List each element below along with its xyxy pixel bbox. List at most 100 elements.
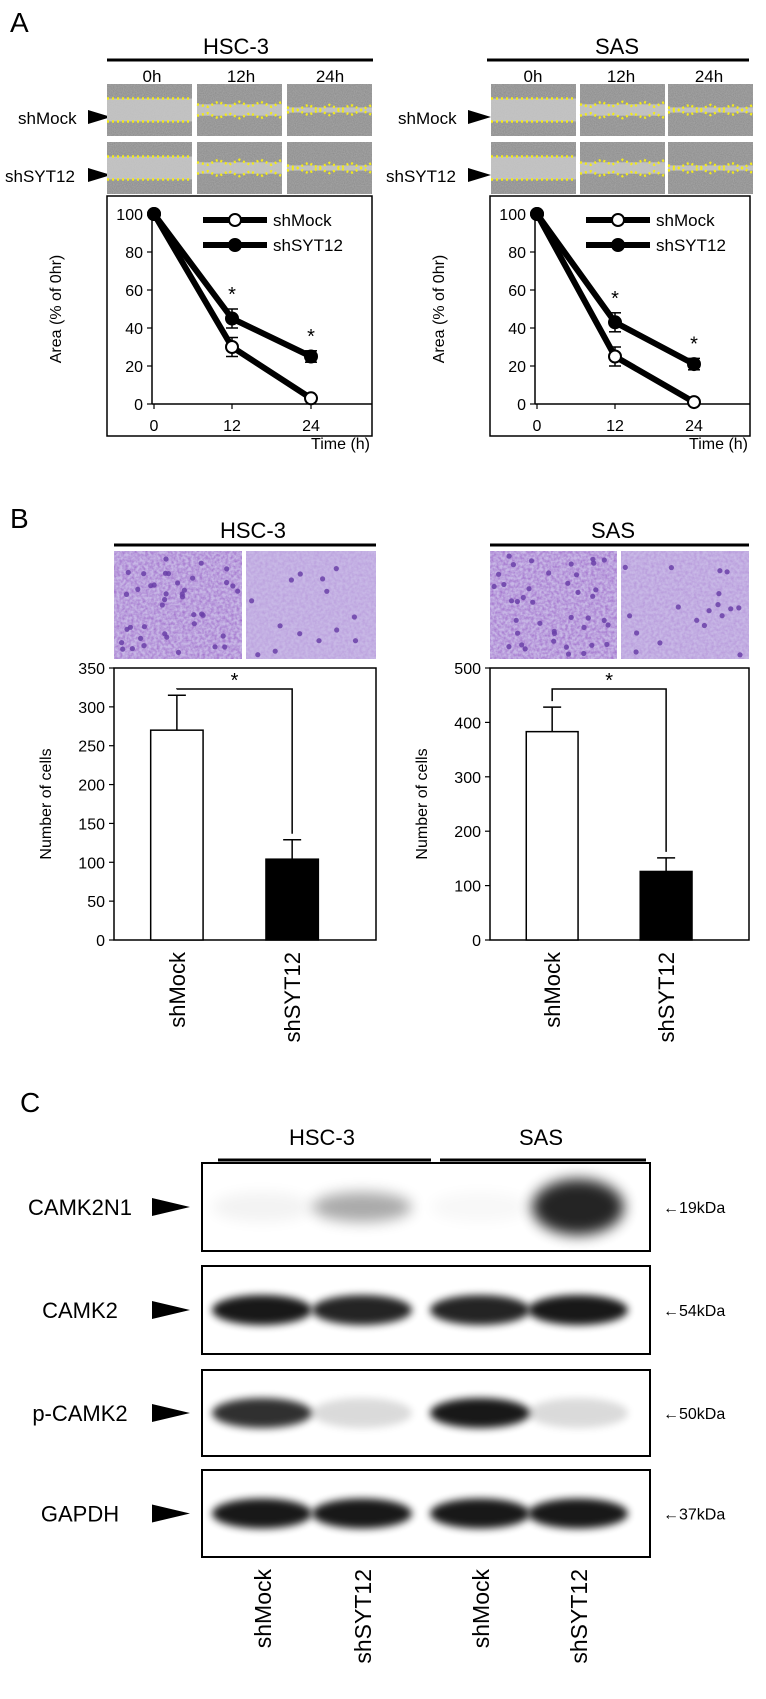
stained-cell <box>277 623 283 629</box>
stained-cell <box>593 587 599 593</box>
row-label-shmock-hsc3: shMock <box>18 109 77 128</box>
western-blot: CAMK2N1 ←19kDa CAMK2 ←54kDa p-CAMK2 ←50kDa GAP… <box>28 1162 725 1664</box>
arrowhead-icon <box>468 168 491 182</box>
stained-cell <box>508 598 515 604</box>
invasion-micrographs <box>114 551 749 659</box>
stained-cell <box>622 564 628 571</box>
tp-12h-hsc3: 12h <box>227 67 255 86</box>
significance-star: * <box>690 333 698 355</box>
scratch-gap <box>287 107 372 113</box>
stained-cell <box>135 586 141 593</box>
y-tick-label: 100 <box>499 207 526 224</box>
legend-marker <box>611 238 625 252</box>
scratch-gap <box>107 98 192 122</box>
legend-label: shSYT12 <box>273 236 343 255</box>
stained-cell <box>546 570 552 576</box>
scratch-border-line <box>286 161 373 170</box>
plot-frame <box>489 195 751 437</box>
stained-cell <box>316 638 322 644</box>
stained-cell <box>515 630 521 636</box>
x-tick-label: 12 <box>606 418 624 435</box>
scratch-border-line <box>196 111 283 120</box>
stained-cell <box>581 650 587 657</box>
stained-cell <box>123 591 130 598</box>
significance-bracket <box>551 688 667 852</box>
panel-letter-b: B <box>10 503 29 534</box>
legend-label: shSYT12 <box>656 236 726 255</box>
x-category-label: shMock <box>165 951 190 1028</box>
y-tick-label: 40 <box>508 321 526 338</box>
stained-cell <box>668 565 675 571</box>
stained-cells <box>621 551 749 659</box>
stained-cell <box>728 606 734 612</box>
stained-cell <box>320 576 326 582</box>
bar-shSYT12 <box>265 858 320 941</box>
stained-cell <box>724 569 730 575</box>
stained-cell <box>590 556 596 562</box>
scratch-gap <box>107 156 192 180</box>
stained-cell <box>701 622 708 629</box>
stained-cell <box>506 553 512 559</box>
chart-b-hsc3: 0 50 100 150 200 250 300 350 Number of cells shMo… <box>38 661 377 1043</box>
point-shSYT12 <box>225 311 239 326</box>
stained-cell <box>528 558 535 564</box>
stained-cell <box>222 644 228 650</box>
y-tick-label: 60 <box>125 283 143 300</box>
stained-cell <box>249 598 255 604</box>
legend-marker <box>228 238 242 252</box>
scratch-border-line <box>667 103 754 112</box>
stained-cell <box>589 642 595 648</box>
stained-cell <box>324 588 330 594</box>
x-category-label: shSYT12 <box>654 952 679 1043</box>
stained-cell <box>522 646 528 652</box>
size-marker: ←19kDa <box>663 1200 725 1217</box>
stained-cell <box>736 605 742 611</box>
lane-label: shMock <box>250 1569 276 1649</box>
arrowhead-icon <box>152 1504 190 1523</box>
hsc3-title-b: HSC-3 <box>220 518 286 543</box>
arrowhead-icon <box>152 1198 190 1216</box>
scratch-border-line <box>579 111 666 120</box>
lane-label: shMock <box>468 1569 494 1649</box>
tp-0h-hsc3: 0h <box>143 67 162 86</box>
stained-cell <box>164 634 170 640</box>
significance-star: * <box>307 326 315 348</box>
scratch-gap <box>668 165 753 171</box>
stained-cell <box>212 644 218 650</box>
point-shMock <box>304 391 318 406</box>
stained-cell <box>159 602 165 608</box>
point-shSYT12 <box>687 357 701 372</box>
x-tick-label: 24 <box>685 418 703 435</box>
scratch-border-line <box>196 158 283 167</box>
legend-label: shMock <box>656 211 715 230</box>
protein-label: p-CAMK2 <box>32 1401 127 1426</box>
stained-cell <box>568 614 574 621</box>
stained-cell <box>496 571 502 577</box>
band-CAMK2 <box>312 1295 412 1325</box>
stained-cell <box>181 587 187 593</box>
scratch-border-line <box>667 166 754 175</box>
stained-cell <box>513 617 519 623</box>
stained-cell <box>351 614 357 620</box>
x-tick-label: 24 <box>302 418 320 435</box>
point-shMock <box>687 395 701 410</box>
band-p-CAMK2 <box>430 1398 530 1428</box>
arrowhead-icon <box>152 1301 190 1319</box>
scratch-gap <box>491 98 576 122</box>
band-GAPDH <box>528 1498 628 1529</box>
y-axis-label: Area (% of 0hr) <box>48 255 65 363</box>
y-tick-label: 500 <box>454 661 481 678</box>
stained-cell <box>141 571 147 577</box>
stained-cell <box>191 612 197 618</box>
size-marker: ←54kDa <box>663 1303 725 1320</box>
panel-letter-c: C <box>20 1087 40 1118</box>
stained-cell <box>235 588 241 594</box>
y-tick-label: 40 <box>125 321 143 338</box>
stained-cell <box>199 611 205 617</box>
stained-cell <box>138 635 144 642</box>
stained-cell <box>737 652 743 658</box>
significance-bracket <box>176 688 293 834</box>
stained-cell <box>627 613 633 619</box>
band-CAMK2 <box>430 1295 530 1325</box>
